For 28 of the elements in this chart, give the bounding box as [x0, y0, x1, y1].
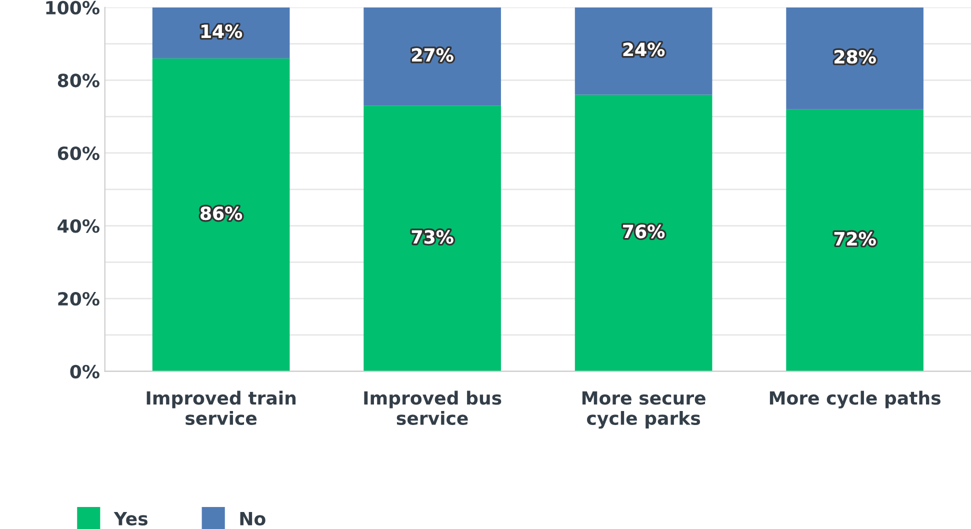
data-label: 27%	[412, 48, 454, 62]
x-tick-label: More secure cycle parks	[582, 391, 706, 429]
bar	[574, 7, 712, 95]
x-tick-label: Improved bus service	[364, 390, 502, 425]
y-tick-label: 80%	[58, 74, 100, 88]
y-tick-label: 100%	[46, 0, 100, 15]
x-tick-label: More cycle paths	[770, 390, 940, 408]
bar	[152, 58, 290, 372]
data-label: 24%	[623, 42, 665, 56]
bar	[364, 7, 501, 106]
data-label: 73%	[412, 230, 454, 244]
data-label: 28%	[834, 50, 876, 64]
bar	[574, 94, 712, 372]
data-label: 76%	[623, 224, 665, 238]
data-label: 14%	[201, 24, 242, 38]
y-tick-label: 40%	[58, 219, 100, 233]
bar	[152, 7, 290, 58]
bar	[364, 106, 501, 372]
y-tick-label: 20%	[58, 292, 100, 306]
x-tick-label: Improved train service	[146, 390, 296, 425]
data-label: 72%	[834, 232, 876, 246]
bar	[786, 109, 924, 372]
y-tick-label: 60%	[58, 146, 100, 160]
y-tick-label: 0%	[70, 364, 100, 378]
legend-label: Yes	[114, 512, 148, 526]
legend-label: No	[240, 512, 266, 526]
data-label: 86%	[200, 206, 242, 220]
bar	[786, 7, 924, 110]
